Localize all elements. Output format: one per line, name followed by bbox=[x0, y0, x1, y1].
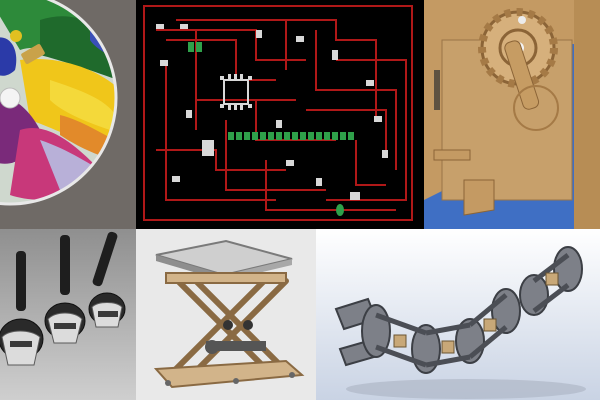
joystick-render bbox=[0, 229, 136, 400]
pcb-layout-image bbox=[136, 0, 424, 229]
cardboard-crank-photo bbox=[424, 0, 600, 229]
scissor-lift-render bbox=[136, 229, 316, 400]
modular-robot-arm-render bbox=[316, 229, 600, 400]
painting-disc-photo bbox=[0, 0, 136, 229]
